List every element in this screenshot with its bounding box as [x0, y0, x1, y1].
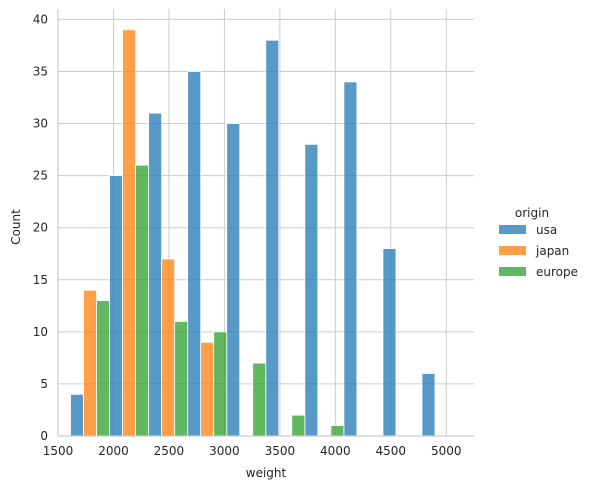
- bar-usa: [265, 39, 280, 437]
- y-tick-label: 5: [40, 377, 48, 391]
- legend-label-japan: japan: [535, 244, 569, 258]
- bar-europe: [291, 414, 306, 437]
- x-tick-label: 4500: [376, 444, 407, 458]
- bar-japan: [122, 29, 137, 437]
- bar-usa: [382, 248, 397, 437]
- y-tick-labels: 0 5 10 15 20 25 30 35 40: [33, 12, 48, 443]
- legend-title: origin: [515, 206, 549, 220]
- bar-usa: [343, 81, 358, 437]
- bars: [70, 29, 436, 437]
- legend-swatch-usa: [499, 225, 526, 234]
- x-tick-label: 1500: [43, 444, 74, 458]
- y-tick-label: 35: [33, 64, 48, 78]
- legend-swatch-japan: [499, 246, 526, 255]
- y-tick-label: 15: [33, 273, 48, 287]
- legend-label-europe: europe: [536, 265, 578, 279]
- bar-usa: [148, 112, 163, 437]
- bar-usa: [70, 393, 84, 437]
- bar-europe: [330, 425, 345, 437]
- bar-europe: [174, 321, 189, 437]
- bar-usa: [421, 373, 436, 437]
- legend-swatch-europe: [499, 267, 526, 276]
- bar-usa: [226, 123, 241, 437]
- bar-japan: [161, 258, 176, 437]
- bar-japan: [83, 289, 97, 437]
- bar-europe: [213, 331, 228, 437]
- y-tick-label: 20: [33, 221, 48, 235]
- x-tick-labels: 1500 2000 2500 3000 3500 4000 4500 5000: [43, 444, 462, 458]
- y-tick-label: 40: [33, 12, 48, 26]
- axes: [57, 9, 474, 437]
- bar-usa: [109, 175, 124, 437]
- y-tick-label: 10: [33, 325, 48, 339]
- bar-europe: [96, 300, 110, 437]
- bar-usa: [187, 71, 202, 437]
- x-tick-label: 5000: [431, 444, 462, 458]
- y-tick-label: 25: [33, 169, 48, 183]
- x-tick-label: 4000: [320, 444, 351, 458]
- y-tick-label: 30: [33, 117, 48, 131]
- x-axis-label: weight: [246, 466, 287, 480]
- x-tick-label: 2500: [154, 444, 185, 458]
- y-tick-label: 0: [40, 429, 48, 443]
- legend-label-usa: usa: [536, 223, 557, 237]
- x-tick-label: 3000: [209, 444, 240, 458]
- x-tick-label: 2000: [98, 444, 129, 458]
- bar-usa: [304, 143, 319, 437]
- legend: origin usa japan europe: [499, 206, 578, 279]
- bar-japan: [200, 341, 215, 437]
- y-axis-label: Count: [9, 209, 23, 245]
- bar-europe: [135, 164, 150, 437]
- x-tick-label: 3500: [265, 444, 296, 458]
- bar-europe: [252, 362, 267, 437]
